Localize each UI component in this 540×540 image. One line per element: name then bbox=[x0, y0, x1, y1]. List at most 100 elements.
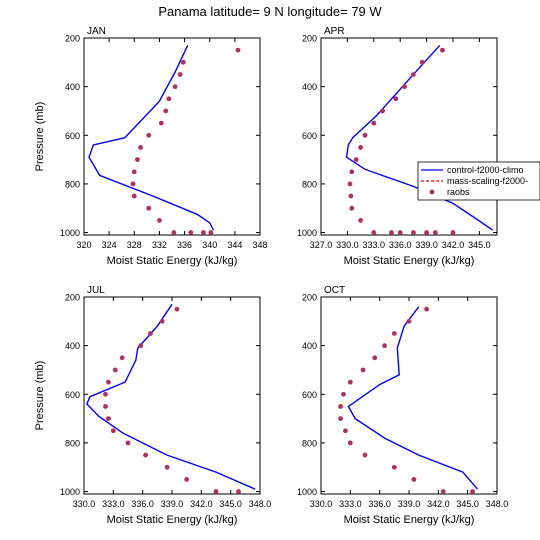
raobs-point bbox=[158, 120, 164, 126]
raobs-point bbox=[411, 72, 416, 77]
raobs-point bbox=[138, 145, 143, 150]
panels: 320 324 328 332 336 340 344 348 200 400 600 800 1000… bbox=[34, 26, 508, 526]
x-tick-label: 336.0 bbox=[368, 499, 391, 509]
raobs-point bbox=[424, 306, 429, 312]
raobs-point bbox=[343, 428, 348, 434]
raobs-point bbox=[103, 404, 108, 409]
raobs-point bbox=[201, 230, 206, 235]
y-tick-label: 800 bbox=[65, 179, 80, 189]
x-tick-label: 348.0 bbox=[249, 499, 272, 509]
raobs-point bbox=[106, 379, 111, 385]
y-tick-label: 600 bbox=[302, 131, 317, 141]
plot-frame bbox=[320, 37, 498, 236]
raobs-point bbox=[184, 477, 190, 482]
x-tick-label: 333.0 bbox=[363, 240, 386, 250]
x-tick-label: 332 bbox=[152, 240, 167, 250]
legend-label: mass-scaling-f2000- bbox=[447, 176, 528, 186]
y-tick-label: 600 bbox=[65, 131, 80, 141]
raobs-point bbox=[110, 428, 116, 434]
raobs-point bbox=[131, 169, 137, 175]
raobs-point bbox=[362, 452, 368, 458]
raobs-point bbox=[358, 145, 363, 150]
y-tick-label: 800 bbox=[302, 438, 317, 448]
raobs-point bbox=[347, 440, 353, 446]
raobs-point bbox=[171, 230, 177, 235]
raobs-point bbox=[235, 47, 241, 53]
raobs-point bbox=[166, 96, 172, 102]
y-tick-label: 400 bbox=[302, 341, 317, 351]
raobs-point bbox=[419, 59, 425, 65]
x-tick-label: 327.0 bbox=[310, 240, 333, 250]
raobs-point bbox=[119, 355, 125, 361]
x-axis-label: Moist Static Energy (kJ/kg) bbox=[107, 514, 238, 526]
raobs-point bbox=[236, 489, 241, 494]
x-tick-label: 330.0 bbox=[310, 499, 333, 509]
data-layer bbox=[338, 306, 478, 494]
raobs-point bbox=[470, 489, 475, 494]
control-line bbox=[345, 44, 493, 231]
raobs-point bbox=[372, 355, 378, 361]
raobs-point bbox=[362, 132, 368, 138]
panel-title: APR bbox=[324, 26, 345, 37]
legend: control-f2000-climomass-scaling-f2000-ra… bbox=[417, 161, 540, 201]
raobs-point bbox=[371, 230, 377, 235]
y-axis-label: Pressure (mb) bbox=[34, 361, 46, 431]
y-tick-label: 600 bbox=[65, 390, 80, 400]
x-tick-label: 339.0 bbox=[398, 499, 421, 509]
raobs-point bbox=[433, 230, 438, 235]
y-tick-label: 800 bbox=[65, 438, 80, 448]
panel-apr: 327.0 330.0 333.0 336.0 339.0 342.0 345.0 200 40… bbox=[297, 26, 498, 267]
raobs-point bbox=[338, 404, 343, 409]
x-axis-label: Moist Static Energy (kJ/kg) bbox=[344, 514, 475, 526]
raobs-point bbox=[341, 391, 346, 397]
x-tick-label: 320 bbox=[76, 240, 91, 250]
x-tick-label: 336 bbox=[177, 240, 192, 250]
raobs-point bbox=[406, 318, 412, 324]
x-tick-label: 339.0 bbox=[415, 240, 438, 250]
x-tick-label: 342.0 bbox=[442, 240, 465, 250]
y-axis-label: Pressure (mb) bbox=[34, 102, 46, 172]
x-tick-label: 330.0 bbox=[336, 240, 359, 250]
x-tick-label: 336.0 bbox=[389, 240, 412, 250]
panel-jul: 330.0 333.0 336.0 339.0 342.0 345.0 348.0 200 40… bbox=[34, 285, 271, 526]
x-tick-label: 344 bbox=[227, 240, 242, 250]
raobs-point bbox=[180, 59, 186, 65]
data-layer bbox=[345, 44, 493, 235]
raobs-point bbox=[138, 343, 144, 349]
raobs-point bbox=[135, 157, 140, 163]
raobs-point bbox=[131, 193, 137, 199]
raobs-point bbox=[157, 218, 162, 223]
raobs-point bbox=[371, 120, 377, 126]
raobs-point bbox=[338, 416, 343, 422]
raobs-point bbox=[411, 477, 417, 482]
raobs-point bbox=[347, 181, 353, 187]
x-tick-label: 336.0 bbox=[131, 499, 154, 509]
x-axis-label: Moist Static Energy (kJ/kg) bbox=[107, 255, 238, 267]
control-line bbox=[88, 45, 215, 231]
x-tick-label: 340 bbox=[202, 240, 217, 250]
raobs-point bbox=[146, 205, 152, 211]
legend-label: raobs bbox=[447, 187, 470, 197]
raobs-point bbox=[177, 72, 183, 77]
x-tick-label: 330.0 bbox=[73, 499, 96, 509]
raobs-point bbox=[349, 205, 355, 211]
raobs-point bbox=[148, 331, 153, 336]
y-tick-label: 1000 bbox=[297, 228, 317, 238]
raobs-point bbox=[391, 464, 397, 470]
y-tick-label: 400 bbox=[302, 82, 317, 92]
legend-label: control-f2000-climo bbox=[447, 165, 524, 175]
raobs-point bbox=[208, 230, 214, 235]
raobs-point bbox=[174, 306, 180, 312]
y-tick-label: 800 bbox=[302, 179, 317, 189]
panel-jan: 320 324 328 332 336 340 344 348 200 400 600 800 1000… bbox=[34, 26, 268, 267]
x-tick-label: 345.0 bbox=[456, 499, 479, 509]
raobs-point bbox=[391, 331, 397, 336]
raobs-point bbox=[143, 452, 149, 458]
y-tick-label: 1000 bbox=[60, 228, 80, 238]
raobs-point bbox=[103, 391, 108, 397]
raobs-point bbox=[125, 440, 131, 446]
plot-frame bbox=[83, 296, 261, 495]
panel-title: OCT bbox=[324, 285, 345, 296]
panel-title: JUL bbox=[87, 285, 105, 296]
